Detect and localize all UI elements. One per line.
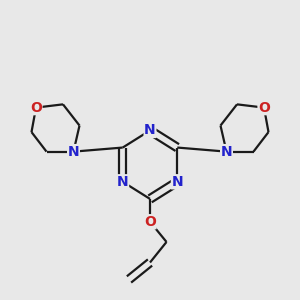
Text: N: N [117,175,128,189]
Text: N: N [221,145,232,159]
Text: N: N [172,175,183,189]
Text: O: O [144,215,156,229]
Text: N: N [68,145,79,159]
Text: O: O [258,100,270,115]
Text: O: O [30,100,42,115]
Text: N: N [144,123,156,137]
